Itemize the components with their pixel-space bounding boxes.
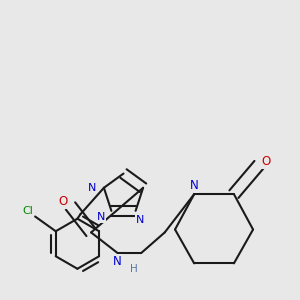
Text: H: H — [130, 264, 138, 274]
Text: O: O — [262, 155, 271, 168]
Text: O: O — [58, 195, 68, 208]
Text: Cl: Cl — [22, 206, 33, 216]
Text: N: N — [190, 179, 199, 192]
Text: N: N — [136, 215, 144, 225]
Text: N: N — [88, 183, 96, 193]
Text: N: N — [97, 212, 105, 222]
Text: N: N — [113, 255, 122, 268]
